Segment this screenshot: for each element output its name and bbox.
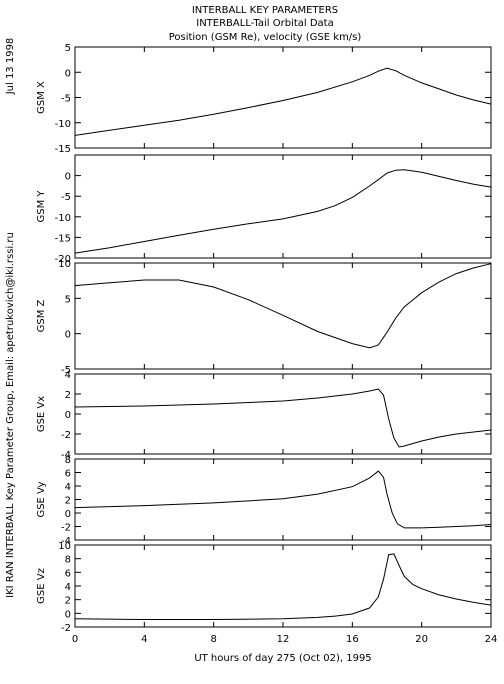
y-axis-label: GSM Z	[36, 299, 47, 332]
y-axis-label: GSE Vy	[36, 481, 47, 517]
y-tick-label: -2	[61, 430, 71, 441]
y-tick-label: 2	[65, 596, 71, 607]
y-tick-label: 2	[65, 496, 71, 507]
y-tick-label: 0	[65, 330, 71, 341]
y-tick-label: 4	[65, 370, 71, 381]
y-tick-label: 5	[65, 294, 71, 305]
panel-gsm-x: -15 -10 -5 0 5 GSM X	[36, 43, 492, 155]
y-tick-label: 8	[65, 555, 71, 566]
y-tick-label: 5	[65, 43, 71, 54]
y-tick-label: 0	[65, 410, 71, 421]
y-tick-label: 6	[65, 568, 71, 579]
y-tick-label: -5	[61, 94, 71, 105]
y-axis-label: GSM Y	[36, 190, 47, 223]
x-axis-label: UT hours of day 275 (Oct 02), 1995	[194, 653, 371, 664]
y-tick-label: 6	[65, 469, 71, 480]
x-tick-label: 16	[346, 634, 359, 645]
panel-frame	[74, 262, 492, 370]
series-line	[74, 388, 492, 448]
panel-gse-vx: -4 -2 0 2 4 GSE Vx	[36, 370, 492, 461]
y-tick-label: 0	[65, 68, 71, 79]
x-tick-label: 24	[485, 634, 498, 645]
x-tick-label: 0	[72, 634, 78, 645]
y-axis-label: GSE Vz	[36, 568, 47, 604]
x-tick-label: 4	[141, 634, 147, 645]
panel-gsm-z: -5 0 5 10 GSM Z	[36, 259, 492, 376]
x-tick-label: 8	[210, 634, 216, 645]
y-tick-label: -15	[55, 144, 71, 155]
x-axis: 0 4 8 12 16 20 24	[72, 634, 498, 645]
y-tick-label: -10	[55, 213, 71, 224]
header-title: INTERBALL KEY PARAMETERS	[192, 5, 338, 16]
y-tick-label: 2	[65, 390, 71, 401]
y-tick-label: -2	[61, 623, 71, 634]
panel-frame	[74, 373, 492, 455]
y-tick-label: -4	[61, 536, 71, 547]
y-tick-label: -2	[61, 523, 71, 534]
y-axis-label: GSM X	[36, 81, 47, 114]
x-tick-label: 12	[277, 634, 290, 645]
y-tick-label: 10	[58, 259, 71, 270]
y-tick-label: 0	[65, 609, 71, 620]
y-tick-label: -10	[55, 119, 71, 130]
y-tick-label: -5	[61, 192, 71, 203]
y-tick-label: 0	[65, 509, 71, 520]
y-axis-label: GSE Vx	[36, 396, 47, 432]
header-units: Position (GSM Re), velocity (GSE km/s)	[169, 32, 362, 43]
panel-gse-vy: -4 -2 0 2 4 6 8 GSE Vy	[36, 455, 492, 547]
x-tick-label: 20	[415, 634, 428, 645]
side-date: Jul 13 1998	[5, 38, 16, 96]
y-tick-label: -4	[61, 450, 71, 461]
series-line	[74, 470, 492, 529]
panel-frame	[74, 544, 492, 628]
y-tick-label: 0	[65, 172, 71, 183]
y-tick-label: 8	[65, 455, 71, 466]
y-tick-label: -5	[61, 365, 71, 376]
series-line	[74, 169, 492, 254]
header-subtitle: INTERBALL-Tail Orbital Data	[196, 18, 333, 29]
y-tick-label: 4	[65, 582, 71, 593]
panel-gse-vz: -2 0 2 4 6 8 10 GSE Vz	[36, 541, 492, 634]
side-credit: IKI RAN INTERBALL Key Parameter Group, E…	[5, 232, 16, 598]
y-tick-label: 4	[65, 482, 71, 493]
series-line	[74, 553, 492, 620]
series-line	[74, 67, 492, 136]
panel-frame	[74, 46, 492, 149]
y-tick-label: -15	[55, 233, 71, 244]
series-line	[74, 263, 492, 349]
panel-gsm-y: -20 -15 -10 -5 0 GSM Y	[36, 154, 492, 265]
y-tick-label: -20	[55, 254, 71, 265]
y-tick-label: 10	[58, 541, 71, 552]
